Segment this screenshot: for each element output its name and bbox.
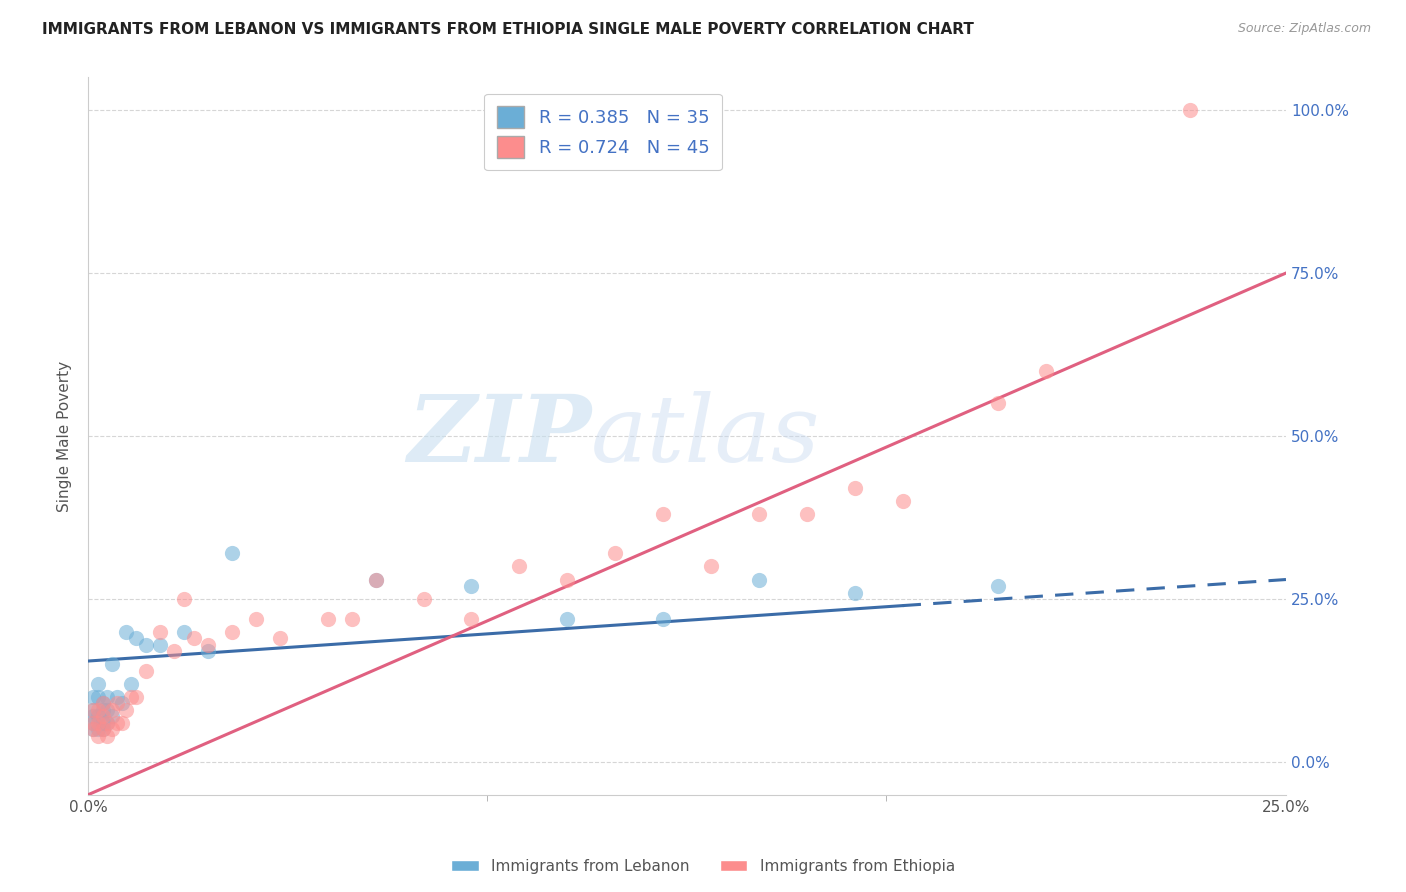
- Point: [101, 723, 124, 737]
- Point: [125, 690, 148, 704]
- Point: [87, 729, 110, 743]
- Point: [844, 585, 866, 599]
- Point: [82, 716, 104, 731]
- Point: [460, 612, 482, 626]
- Point: [96, 716, 118, 731]
- Point: [115, 703, 138, 717]
- Point: [173, 592, 195, 607]
- Point: [748, 508, 770, 522]
- Point: [82, 690, 104, 704]
- Point: [91, 709, 114, 723]
- Text: atlas: atlas: [592, 391, 821, 481]
- Point: [91, 697, 114, 711]
- Point: [91, 723, 114, 737]
- Point: [891, 494, 914, 508]
- Point: [82, 716, 104, 731]
- Point: [1178, 103, 1201, 117]
- Point: [96, 716, 118, 731]
- Y-axis label: Single Male Poverty: Single Male Poverty: [58, 360, 72, 512]
- Legend: R = 0.385   N = 35, R = 0.724   N = 45: R = 0.385 N = 35, R = 0.724 N = 45: [485, 94, 723, 170]
- Point: [87, 716, 110, 731]
- Text: ZIP: ZIP: [406, 391, 592, 481]
- Point: [316, 612, 339, 626]
- Point: [91, 697, 114, 711]
- Point: [125, 631, 148, 645]
- Point: [652, 612, 675, 626]
- Point: [149, 638, 172, 652]
- Point: [105, 690, 128, 704]
- Point: [120, 690, 142, 704]
- Legend: Immigrants from Lebanon, Immigrants from Ethiopia: Immigrants from Lebanon, Immigrants from…: [446, 853, 960, 880]
- Point: [96, 729, 118, 743]
- Point: [115, 624, 138, 639]
- Point: [91, 723, 114, 737]
- Point: [101, 703, 124, 717]
- Point: [700, 559, 723, 574]
- Point: [197, 638, 219, 652]
- Point: [149, 624, 172, 639]
- Point: [101, 657, 124, 672]
- Point: [555, 612, 578, 626]
- Point: [1035, 364, 1057, 378]
- Point: [87, 703, 110, 717]
- Point: [105, 716, 128, 731]
- Point: [82, 703, 104, 717]
- Point: [82, 703, 104, 717]
- Point: [796, 508, 818, 522]
- Point: [135, 664, 157, 678]
- Point: [197, 644, 219, 658]
- Point: [221, 624, 243, 639]
- Point: [748, 573, 770, 587]
- Point: [87, 677, 110, 691]
- Point: [987, 579, 1010, 593]
- Point: [412, 592, 434, 607]
- Point: [101, 709, 124, 723]
- Point: [844, 481, 866, 495]
- Point: [269, 631, 291, 645]
- Point: [364, 573, 387, 587]
- Point: [508, 559, 530, 574]
- Text: Source: ZipAtlas.com: Source: ZipAtlas.com: [1237, 22, 1371, 36]
- Point: [91, 716, 114, 731]
- Point: [91, 703, 114, 717]
- Point: [135, 638, 157, 652]
- Point: [82, 723, 104, 737]
- Point: [173, 624, 195, 639]
- Point: [87, 709, 110, 723]
- Text: IMMIGRANTS FROM LEBANON VS IMMIGRANTS FROM ETHIOPIA SINGLE MALE POVERTY CORRELAT: IMMIGRANTS FROM LEBANON VS IMMIGRANTS FR…: [42, 22, 974, 37]
- Point: [111, 716, 134, 731]
- Point: [163, 644, 186, 658]
- Point: [605, 546, 627, 560]
- Point: [555, 573, 578, 587]
- Point: [87, 723, 110, 737]
- Point: [105, 697, 128, 711]
- Point: [96, 690, 118, 704]
- Point: [82, 723, 104, 737]
- Point: [183, 631, 205, 645]
- Point: [221, 546, 243, 560]
- Point: [96, 703, 118, 717]
- Point: [340, 612, 363, 626]
- Point: [111, 697, 134, 711]
- Point: [82, 709, 104, 723]
- Point: [987, 396, 1010, 410]
- Point: [652, 508, 675, 522]
- Point: [120, 677, 142, 691]
- Point: [245, 612, 267, 626]
- Point: [364, 573, 387, 587]
- Point: [87, 690, 110, 704]
- Point: [460, 579, 482, 593]
